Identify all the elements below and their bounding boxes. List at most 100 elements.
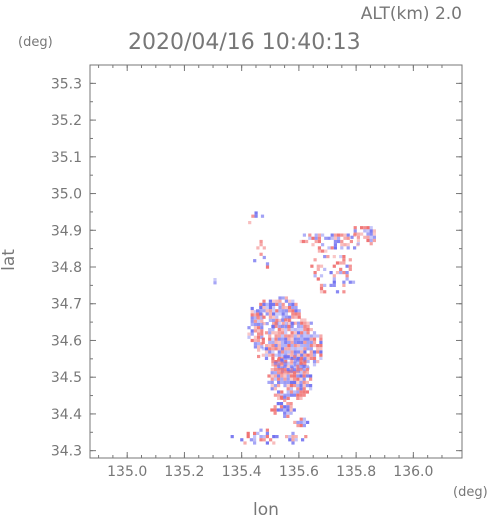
echo-cell <box>284 318 288 322</box>
echo-cell <box>270 368 274 372</box>
echo-cell <box>284 331 288 335</box>
echo-cell <box>314 233 318 237</box>
echo-cell <box>317 239 321 244</box>
echo-cell <box>293 328 297 332</box>
echo-cell <box>309 350 313 354</box>
echo-cell <box>268 331 272 335</box>
echo-cell <box>265 306 269 310</box>
echo-cell <box>343 236 347 240</box>
echo-cell <box>284 315 288 319</box>
echo-cell <box>309 353 313 357</box>
echo-cell <box>277 340 281 344</box>
echo-cell <box>293 361 297 365</box>
echo-cell <box>317 233 321 237</box>
echo-cell <box>277 344 281 348</box>
echo-cell <box>312 334 317 338</box>
echo-cell <box>250 329 254 333</box>
echo-cell <box>350 235 354 239</box>
echo-cell <box>280 380 284 384</box>
echo-cell <box>286 387 290 391</box>
echo-cell <box>296 374 300 378</box>
echo-cell <box>290 356 294 360</box>
echo-cell <box>293 350 297 354</box>
echo-cell <box>319 334 323 338</box>
echo-cell <box>326 255 330 259</box>
echo-cell <box>256 309 260 313</box>
echo-cell <box>260 335 264 339</box>
echo-cell <box>253 259 257 263</box>
echo-cell <box>250 319 254 323</box>
echo-cell <box>333 243 337 247</box>
echo-cell <box>278 302 282 306</box>
echo-cell <box>319 340 323 344</box>
echo-cell <box>260 214 265 218</box>
echo-cell <box>293 384 297 388</box>
echo-cell <box>369 226 373 230</box>
echo-cell <box>273 377 277 381</box>
echo-cell <box>257 354 261 359</box>
echo-cell <box>271 331 275 335</box>
echo-cell <box>253 335 257 339</box>
echo-cell <box>288 438 292 442</box>
echo-cell <box>300 324 304 328</box>
echo-cell <box>296 353 301 357</box>
echo-cell <box>283 393 287 397</box>
echo-cell <box>275 309 279 313</box>
echo-cell <box>293 347 297 351</box>
echo-cell <box>293 368 297 372</box>
echo-cell <box>299 380 303 384</box>
echo-cell <box>296 384 300 388</box>
echo-cell <box>274 321 278 325</box>
echo-cell <box>290 334 294 338</box>
echo-cell <box>280 390 284 394</box>
echo-cell <box>279 395 284 399</box>
echo-cell <box>299 396 303 400</box>
echo-cell <box>296 424 300 428</box>
echo-cell <box>296 328 301 332</box>
echo-cell <box>286 374 290 378</box>
echo-cell <box>275 302 279 306</box>
echo-cell <box>319 347 323 351</box>
echo-cell <box>345 277 349 281</box>
echo-cell <box>299 417 303 421</box>
x-axis-label: lon <box>253 500 279 520</box>
echo-cell <box>284 344 288 348</box>
echo-cell <box>250 316 254 320</box>
echo-cell <box>343 233 347 237</box>
echo-cell <box>283 398 287 402</box>
echo-cell <box>356 243 360 247</box>
echo-cell <box>271 360 275 364</box>
echo-cell <box>253 338 257 343</box>
echo-cell <box>280 337 285 341</box>
y-tick-label: 34.9 <box>51 223 82 239</box>
echo-cell <box>246 431 250 435</box>
y-tick-label: 34.7 <box>51 297 82 313</box>
echo-cell <box>302 371 306 375</box>
echo-cell <box>299 384 303 388</box>
echo-cell <box>264 347 269 351</box>
echo-cell <box>284 347 288 351</box>
echo-cell <box>270 377 274 381</box>
echo-cell <box>268 337 272 341</box>
echo-cell <box>311 236 315 240</box>
echo-cell <box>366 229 370 233</box>
echo-cell <box>270 384 274 388</box>
echo-cell <box>280 324 285 328</box>
echo-cell <box>257 345 261 349</box>
echo-cell <box>271 328 275 332</box>
echo-cell <box>293 337 297 341</box>
echo-cell <box>289 377 293 381</box>
echo-cell <box>299 424 303 428</box>
echo-cell <box>243 441 247 445</box>
echo-cell <box>257 348 261 352</box>
echo-cell <box>340 243 344 247</box>
echo-cell <box>335 271 340 275</box>
echo-cell <box>353 246 357 250</box>
echo-cell <box>280 353 285 357</box>
echo-cell <box>310 264 314 268</box>
echo-cell <box>345 264 349 268</box>
echo-cell <box>264 353 269 357</box>
echo-cell <box>305 368 309 372</box>
echo-cell <box>274 340 278 344</box>
